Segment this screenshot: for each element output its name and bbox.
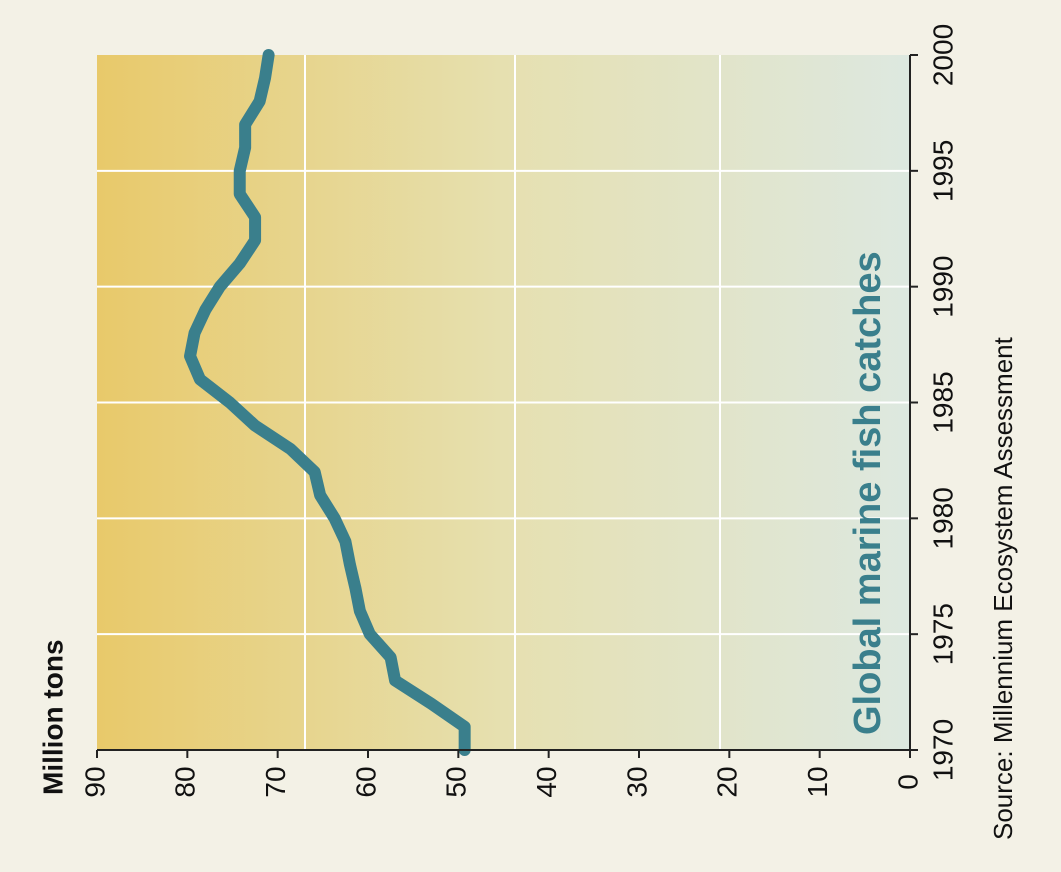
y-tick-label: 60	[350, 766, 381, 797]
y-tick-label: 90	[79, 766, 110, 797]
y-tick-label: 80	[170, 766, 201, 797]
x-tick-label: 1990	[927, 256, 958, 318]
x-tick-label: 1975	[927, 603, 958, 665]
x-tick-label: 1980	[927, 487, 958, 549]
source: Source: Millennium Ecosystem Assessment	[988, 336, 1018, 840]
chart-layer	[97, 49, 910, 756]
y-tick-label: 10	[802, 766, 833, 797]
x-tick-label: 1995	[927, 140, 958, 202]
x-tick-label: 1970	[927, 719, 958, 781]
y-tick-label: 30	[621, 766, 652, 797]
y-tick-label: 50	[441, 766, 472, 797]
y-tick-label: 20	[712, 766, 743, 797]
y-tick-label: 0	[892, 774, 923, 790]
x-tick-label: 1985	[927, 371, 958, 433]
y-tick-label: 40	[531, 766, 562, 797]
y-tick-label: 70	[260, 766, 291, 797]
axis-label: Million tons	[37, 639, 68, 795]
data-line	[184, 49, 471, 756]
x-tick-label: 2000	[927, 24, 958, 86]
chart-title: Global marine fish catches	[847, 251, 889, 735]
